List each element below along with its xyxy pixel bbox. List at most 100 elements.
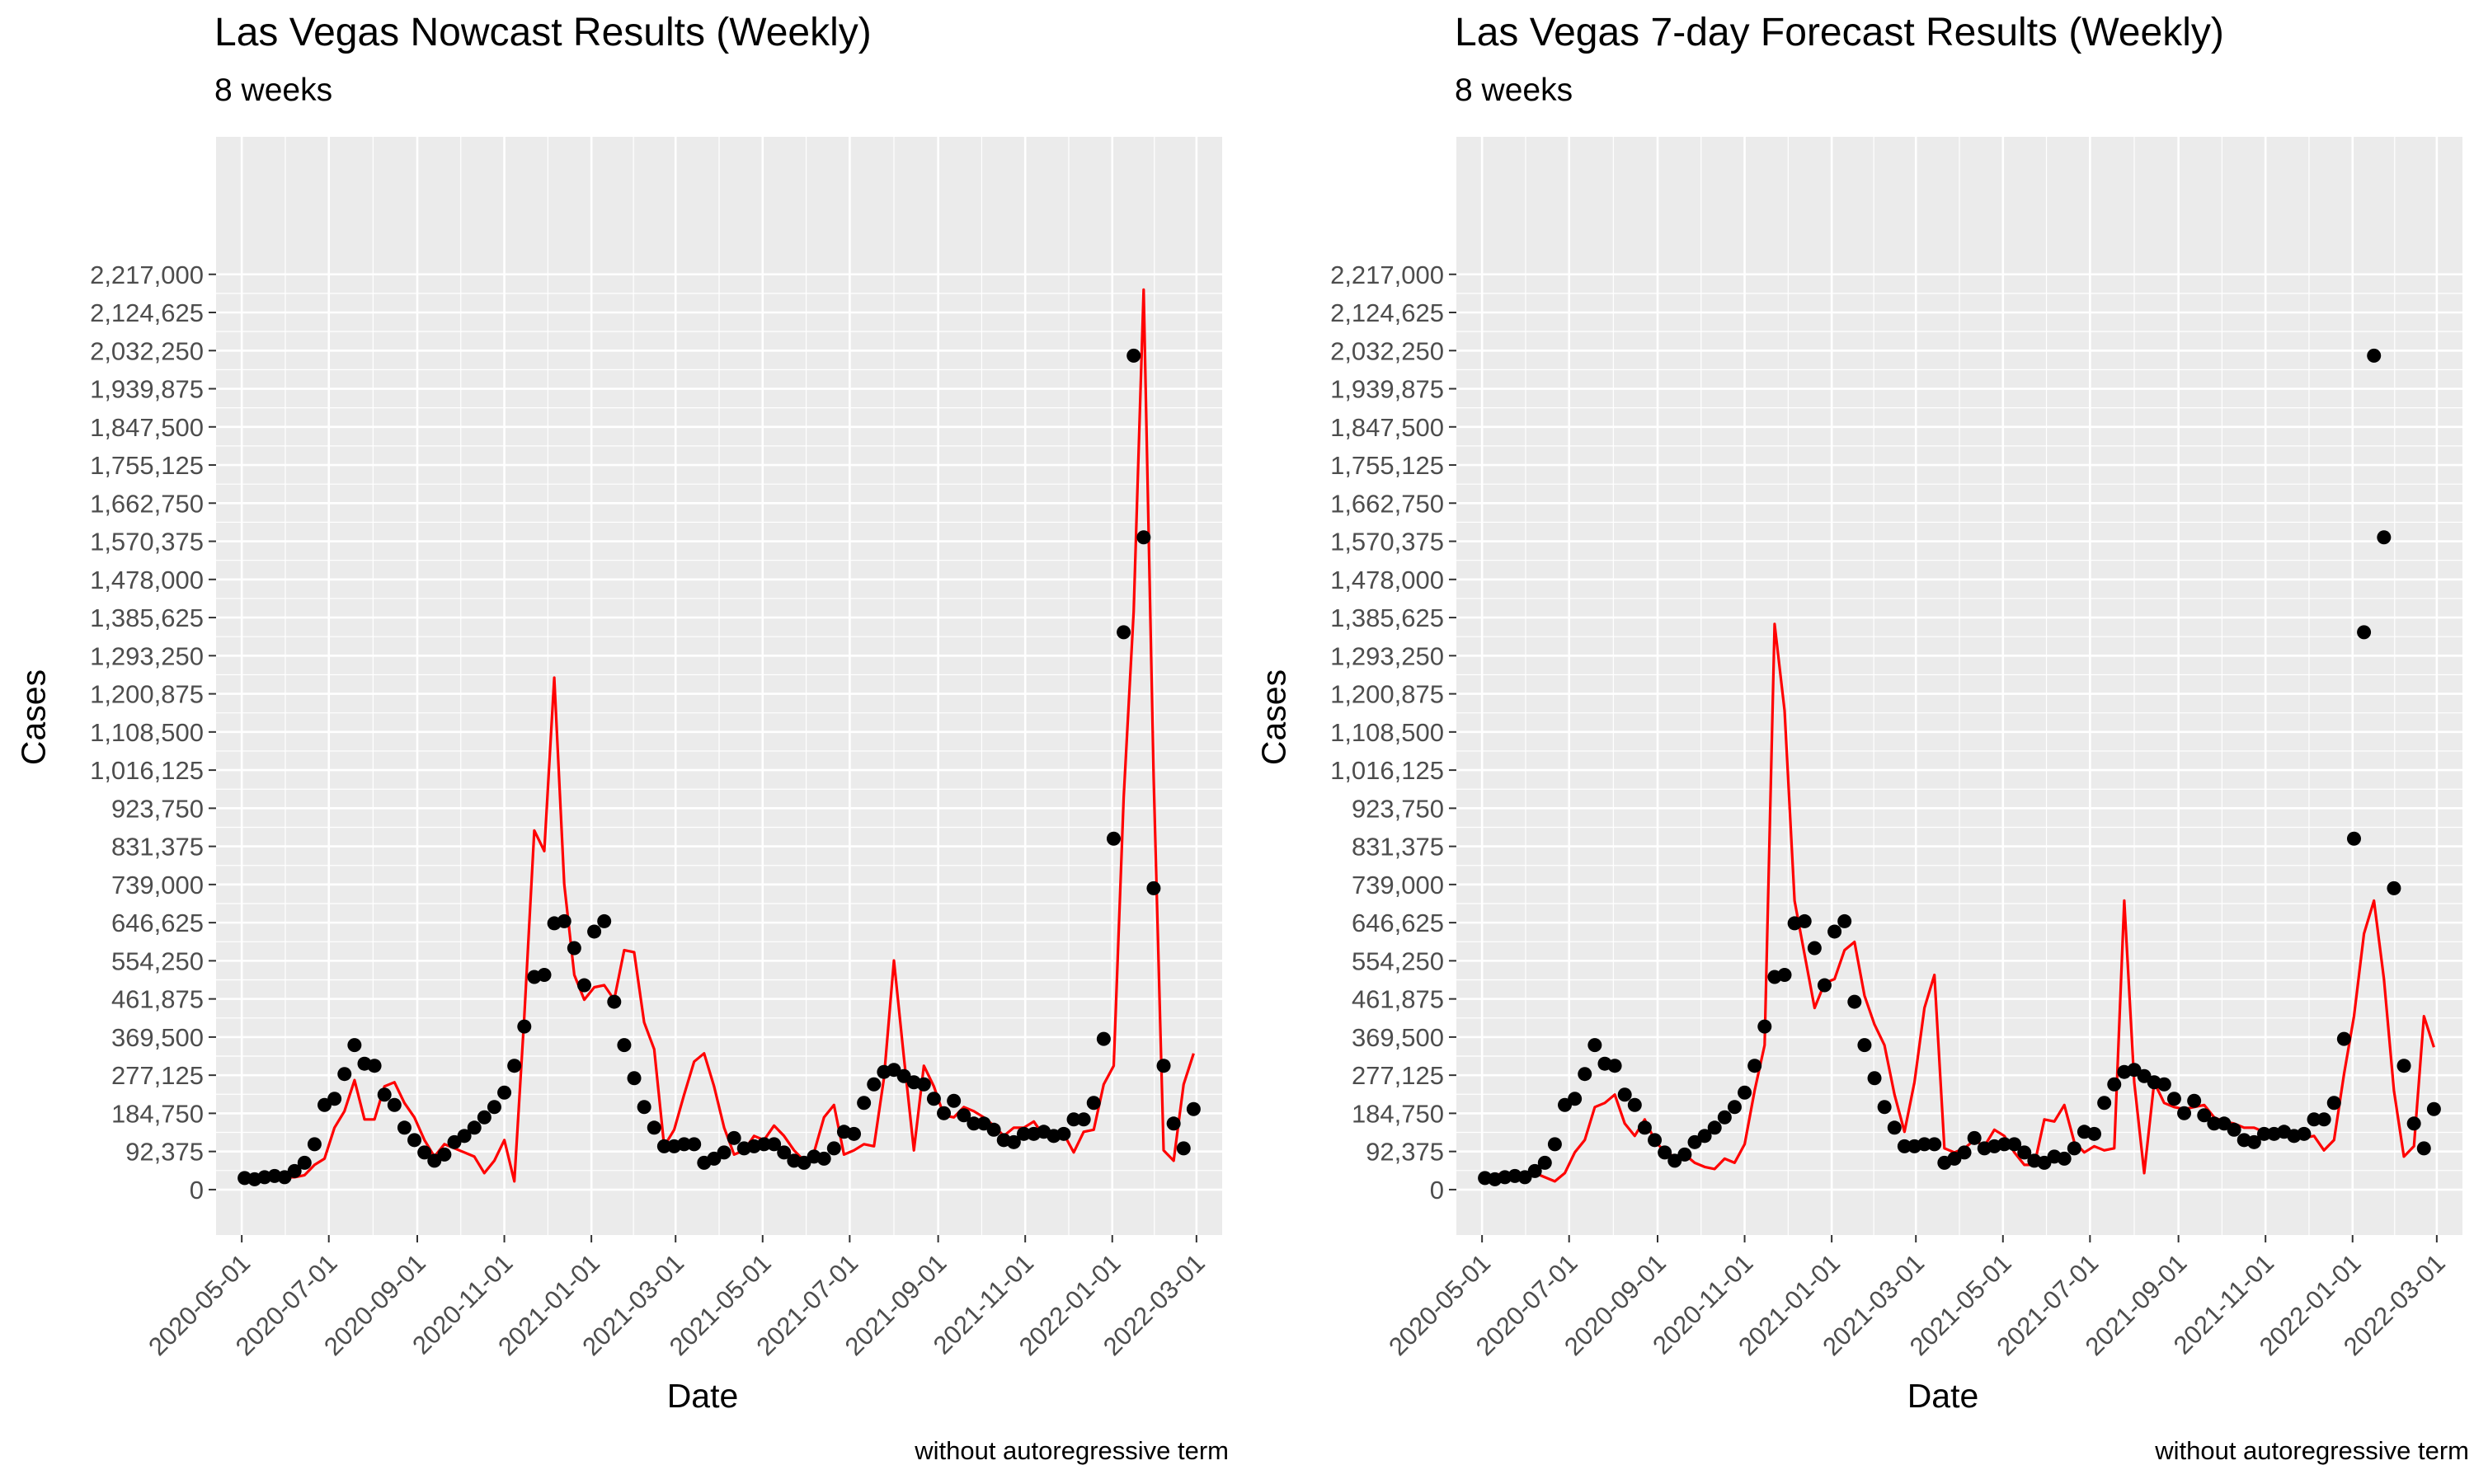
data-point [2367, 348, 2382, 363]
data-point [1777, 968, 1792, 983]
data-point [1877, 1100, 1892, 1115]
y-tick-label: 0 [190, 1176, 204, 1205]
data-point [2137, 1068, 2152, 1083]
data-point [1667, 1153, 1682, 1168]
data-point [1917, 1137, 1932, 1152]
data-point [2307, 1112, 2321, 1127]
data-point [567, 941, 581, 956]
data-point [717, 1145, 731, 1160]
y-tick-label: 184,750 [1352, 1099, 1444, 1128]
data-point [2217, 1116, 2232, 1131]
data-point [2326, 1096, 2341, 1111]
data-point [1648, 1133, 1663, 1148]
y-tick-label: 1,385,625 [1330, 603, 1444, 632]
data-point [967, 1116, 981, 1131]
data-point [816, 1151, 831, 1166]
data-point [2256, 1126, 2271, 1141]
y-tick-label: 2,124,625 [1330, 298, 1444, 327]
data-point [2067, 1141, 2081, 1156]
data-point [2416, 1141, 2431, 1156]
y-tick-label: 184,750 [111, 1099, 204, 1128]
data-point [277, 1170, 292, 1185]
data-point [597, 913, 612, 928]
y-tick-label: 1,570,375 [1330, 528, 1444, 556]
data-point [317, 1097, 332, 1112]
y-tick-label: 0 [1430, 1176, 1444, 1205]
data-point [327, 1092, 342, 1106]
data-point [896, 1068, 911, 1083]
data-point [1176, 1141, 1191, 1156]
data-point [677, 1137, 692, 1152]
data-point [656, 1139, 671, 1153]
y-axis: 0 92,375 184,750 277,125 369,500 461,875 554,2… [90, 261, 216, 1205]
y-tick-label: 1,939,875 [1330, 375, 1444, 404]
data-point [957, 1108, 971, 1123]
data-point [707, 1151, 722, 1166]
data-point [1016, 1126, 1031, 1141]
data-point [2396, 1059, 2411, 1073]
data-point [1677, 1147, 1692, 1162]
y-tick-label: 1,385,625 [90, 603, 204, 632]
data-point [637, 1100, 651, 1115]
data-point [1547, 1137, 1562, 1152]
forecast-plot: 0 92,375 184,750 277,125 369,500 461,875 554,2… [1330, 137, 2462, 1361]
data-point [517, 1019, 532, 1034]
data-point [847, 1126, 862, 1141]
data-point [377, 1087, 392, 1102]
y-tick-label: 2,032,250 [90, 336, 204, 365]
data-point [2017, 1145, 2032, 1160]
data-point [1857, 1038, 1872, 1053]
data-point [2387, 881, 2401, 895]
data-point [2127, 1063, 2142, 1078]
data-point [947, 1093, 962, 1108]
data-point [1717, 1110, 1732, 1125]
data-point [2207, 1116, 2222, 1131]
data-point [1727, 1100, 1742, 1115]
y-tick-label: 1,662,750 [90, 489, 204, 518]
data-point [1687, 1134, 1702, 1149]
data-point [467, 1120, 482, 1135]
data-point [2187, 1093, 2202, 1108]
data-point [887, 1063, 901, 1078]
nowcast-plot: 0 92,375 184,750 277,125 369,500 461,875 554,2… [90, 137, 1222, 1361]
data-point [2197, 1108, 2212, 1123]
y-tick-label: 1,478,000 [90, 566, 204, 594]
grid-lines [1456, 137, 2462, 1235]
y-tick-label: 1,016,125 [90, 756, 204, 785]
y-tick-label: 1,293,250 [90, 641, 204, 670]
data-point [826, 1141, 841, 1156]
y-tick-label: 1,293,250 [1330, 641, 1444, 670]
data-point [507, 1059, 522, 1073]
data-point [2357, 625, 2372, 640]
data-point [367, 1059, 382, 1073]
data-point [297, 1155, 312, 1170]
y-tick-label: 923,750 [1352, 794, 1444, 823]
data-point [1106, 831, 1121, 846]
data-point [1887, 1120, 1902, 1135]
data-point [1136, 530, 1151, 545]
y-tick-label: 1,847,500 [90, 413, 204, 442]
data-point [617, 1038, 632, 1053]
chart-title: Las Vegas 7-day Forecast Results (Weekly… [1455, 11, 2224, 54]
y-axis: 0 92,375 184,750 277,125 369,500 461,875 554,2… [1330, 261, 1456, 1205]
data-point [867, 1077, 882, 1092]
data-point [2227, 1122, 2241, 1137]
data-point [1847, 994, 1862, 1009]
y-tick-label: 646,625 [1352, 909, 1444, 937]
y-tick-label: 1,755,125 [1330, 451, 1444, 480]
data-point [587, 924, 602, 939]
y-tick-label: 461,875 [1352, 985, 1444, 1014]
data-point [647, 1120, 661, 1135]
y-tick-label: 2,217,000 [90, 261, 204, 289]
x-axis: 2020-05-012020-07-012020-09-012020-11-01… [143, 1235, 1211, 1361]
chart-title: Las Vegas Nowcast Results (Weekly) [214, 11, 872, 54]
data-point [1156, 1059, 1171, 1073]
observed-points [238, 348, 1201, 1186]
y-tick-label: 1,939,875 [90, 375, 204, 404]
data-point [2336, 1031, 2351, 1046]
data-point [986, 1122, 1001, 1137]
chart-caption: without autoregressive term [2155, 1436, 2469, 1465]
forecast-chart-panel: Las Vegas 7-day Forecast Results (Weekly… [1240, 0, 2474, 1484]
y-tick-label: 1,200,875 [1330, 680, 1444, 709]
data-point [427, 1153, 442, 1168]
